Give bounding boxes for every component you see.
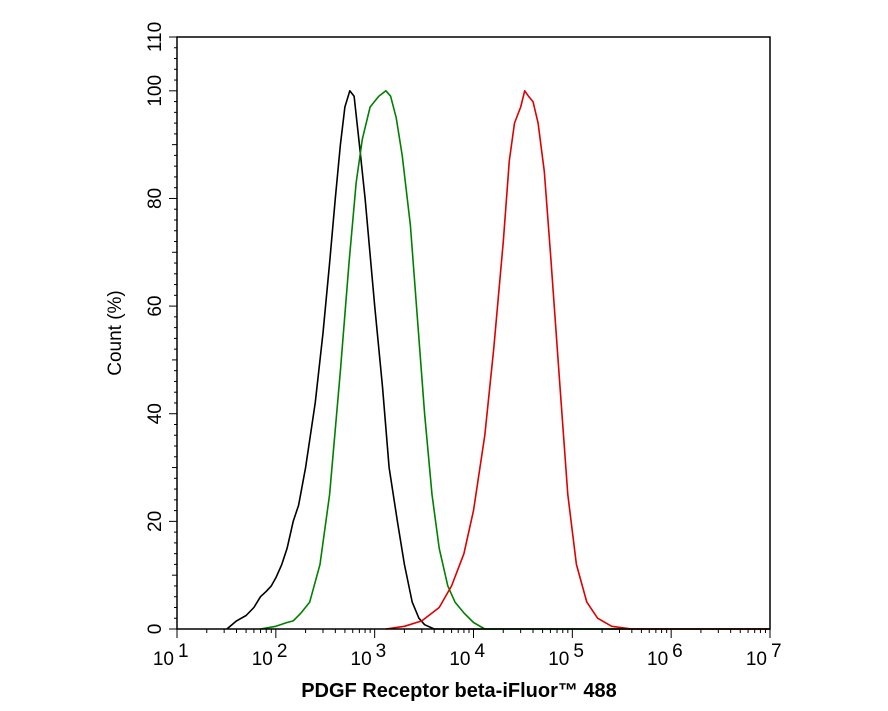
y-tick-label: 0	[145, 624, 166, 635]
y-tick-label: 20	[145, 511, 166, 532]
histogram-series-3	[385, 90, 770, 630]
x-tick-exponent: 6	[672, 641, 683, 662]
plot-frame	[176, 36, 771, 630]
histogram-series-2	[260, 90, 770, 630]
x-tick-exponent: 5	[573, 641, 584, 662]
x-tick-base: 10	[647, 649, 668, 670]
x-tick-base: 10	[252, 649, 273, 670]
y-tick-label: 100	[145, 75, 166, 107]
x-tick-base: 10	[746, 649, 767, 670]
y-tick-label: 80	[145, 188, 166, 209]
x-tick-base: 10	[351, 649, 372, 670]
y-axis-title: Count (%)	[105, 290, 126, 376]
x-tick-exponent: 1	[178, 641, 189, 662]
x-tick-base: 10	[548, 649, 569, 670]
x-tick-exponent: 3	[376, 641, 387, 662]
x-tick-exponent: 4	[475, 641, 486, 662]
histogram-series-1	[226, 90, 770, 630]
series-layer	[226, 90, 770, 630]
y-tick-label: 60	[145, 296, 166, 317]
x-tick-exponent: 7	[771, 641, 782, 662]
x-tick-exponent: 2	[277, 641, 288, 662]
x-axis-title: PDGF Receptor beta-iFluor™ 488	[301, 680, 617, 702]
x-tick-base: 10	[153, 649, 174, 670]
y-tick-label: 40	[145, 403, 166, 424]
x-tick-base: 10	[449, 649, 470, 670]
y-tick-label: 110	[145, 22, 166, 52]
